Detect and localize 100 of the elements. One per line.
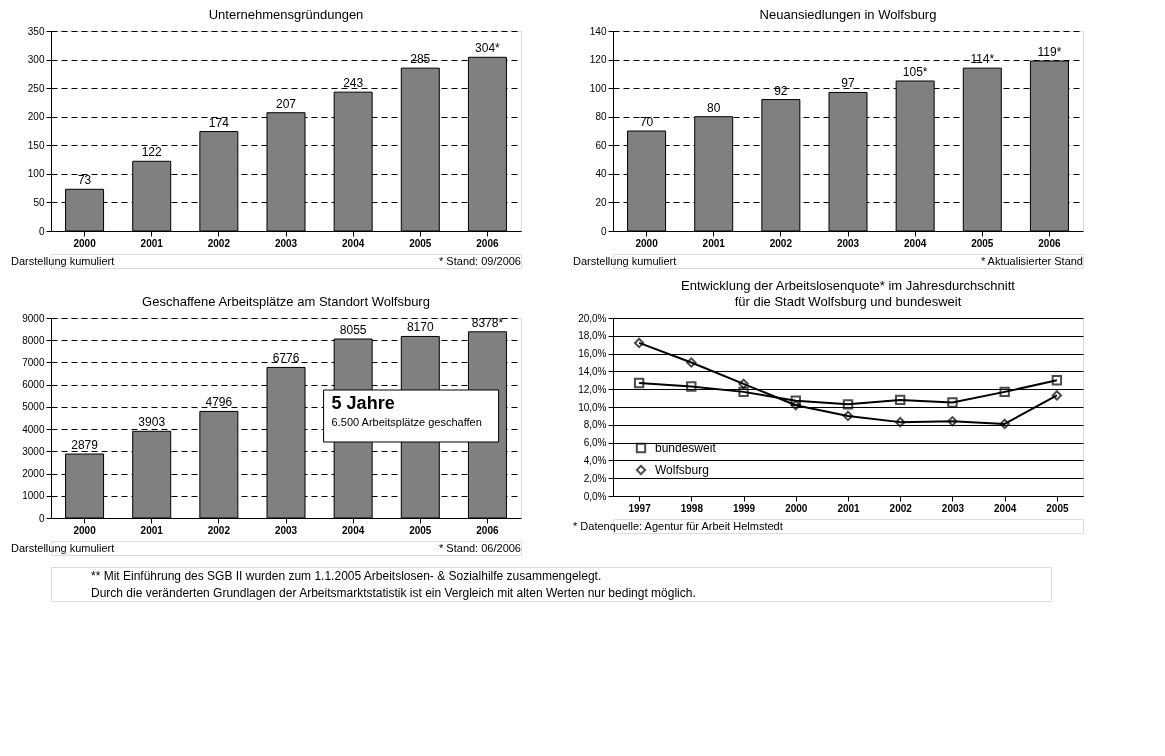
- y-tick-label: 20,0%: [578, 312, 607, 324]
- point: [633, 377, 645, 389]
- point: [738, 386, 749, 398]
- y-tick-label: 8000: [22, 334, 45, 346]
- x-tick-label: 2004: [904, 237, 927, 249]
- data-label: 285: [410, 52, 431, 67]
- data-label: 8055: [339, 323, 367, 337]
- y-tick-label: 0,0%: [583, 490, 607, 502]
- data-label: 97: [841, 76, 855, 91]
- x-tick-label: 2000: [73, 237, 97, 249]
- x-tick-label: 2001: [140, 524, 164, 536]
- x-tick-label: 1998: [680, 502, 704, 514]
- y-tick-label: 100: [589, 82, 607, 94]
- data-label: 73: [77, 173, 92, 188]
- x-tick-label: 2003: [274, 524, 298, 536]
- y-tick-label: 250: [27, 82, 45, 94]
- x-tick-label: 2006: [1038, 237, 1061, 249]
- text: Darstellung kumuliert: [11, 255, 115, 267]
- y-tick-label: 6000: [22, 379, 45, 391]
- y-tick-label: 2000: [22, 468, 45, 480]
- x-tick-label: 2003: [274, 237, 298, 249]
- x-tick-label: 2000: [635, 237, 659, 249]
- data-label: 6776: [272, 351, 300, 366]
- y-tick-label: 3000: [22, 445, 45, 457]
- x-tick-label: 2000: [73, 524, 97, 536]
- point: [895, 394, 906, 406]
- point: [999, 386, 1010, 398]
- data-label: 2879: [71, 438, 99, 453]
- point: [842, 410, 854, 422]
- y-tick-label: 350: [27, 25, 45, 37]
- point: [686, 357, 697, 368]
- x-tick-label: 2004: [994, 502, 1017, 514]
- chart-title: Neuansiedlungen in Wolfsburg: [759, 7, 937, 22]
- y-tick-label: 50: [33, 196, 45, 208]
- x-tick-label: 2002: [889, 502, 913, 514]
- y-tick-label: 2,0%: [583, 472, 607, 484]
- y-tick-label: 80: [595, 111, 607, 123]
- x-tick-label: 2003: [836, 237, 860, 249]
- point: [842, 399, 854, 410]
- x-tick-label: 2001: [140, 237, 164, 249]
- point: [1051, 390, 1063, 401]
- x-tick-label: 2004: [342, 237, 365, 249]
- x-tick-label: 2005: [409, 524, 432, 536]
- data-label: 119*: [1037, 45, 1062, 59]
- text: * Stand: 09/2006: [439, 255, 521, 267]
- y-tick-label: 300: [27, 54, 45, 66]
- data-label: 304*: [475, 41, 501, 56]
- y-tick-label: 9000: [22, 312, 45, 324]
- chart-title: Unternehmensgründungen: [208, 7, 364, 22]
- data-label: 174: [208, 115, 230, 130]
- data-label: 105*: [902, 65, 928, 79]
- x-tick-label: 2001: [837, 502, 861, 514]
- text: * Stand: 06/2006: [439, 542, 521, 554]
- y-tick-label: 4000: [22, 423, 45, 435]
- annotation: 6.500 Arbeitsplätze geschaffen: [331, 416, 482, 428]
- x-tick-label: 2005: [409, 237, 432, 249]
- y-tick-label: 150: [27, 139, 45, 151]
- y-tick-label: 200: [27, 111, 45, 123]
- text: Durch die veränderten Grundlagen der Arbeitsmarktstatistik ist ein Vergleich mit alten Werten nur bedingt möglich.: [91, 585, 696, 600]
- y-tick-label: 40: [595, 168, 607, 180]
- x-tick-label: 2003: [941, 502, 965, 514]
- data-label: 3903: [138, 415, 166, 430]
- y-tick-label: 140: [589, 25, 607, 37]
- y-tick-label: 4,0%: [583, 454, 607, 466]
- x-tick-label: 2005: [971, 237, 994, 249]
- y-tick-label: 18,0%: [578, 330, 607, 342]
- y-tick-label: 0: [38, 512, 45, 524]
- y-tick-label: 120: [589, 54, 607, 66]
- text: Darstellung kumuliert: [11, 542, 115, 554]
- text: * Datenquelle: Agentur für Arbeit Helmstedt: [573, 520, 783, 532]
- annotation: 5 Jahre: [331, 393, 395, 413]
- data-label: 4796: [205, 395, 233, 410]
- x-tick-label: 2002: [207, 524, 231, 536]
- x-tick-label: 2001: [702, 237, 726, 249]
- y-tick-label: 60: [595, 139, 607, 151]
- chart-title: Entwicklung der Arbeitslosenquote* im Jahresdurchschnitt: [681, 278, 1016, 293]
- x-tick-label: 2004: [342, 524, 365, 536]
- y-tick-label: 16,0%: [578, 348, 607, 360]
- point: [947, 416, 958, 427]
- point: [738, 378, 749, 390]
- y-tick-label: 8,0%: [583, 419, 607, 431]
- x-tick-label: 1997: [628, 502, 652, 514]
- x-tick-label: 2000: [785, 502, 808, 514]
- x-tick-label: 1999: [732, 502, 756, 514]
- x-tick-label: 2002: [207, 237, 231, 249]
- data-label: 243: [343, 76, 364, 91]
- text: ** Mit Einführung des SGB II wurden zum 1.1.2005 Arbeitslosen- & Sozialhilfe zusammengelegt.: [91, 568, 602, 583]
- x-tick-label: 2005: [1046, 502, 1069, 514]
- data-label: 207: [275, 96, 297, 111]
- x-tick-label: 2006: [476, 237, 499, 249]
- data-label: 80: [707, 100, 721, 115]
- x-tick-label: 2002: [769, 237, 793, 249]
- y-tick-label: 100: [27, 168, 45, 180]
- text: Darstellung kumuliert: [573, 255, 677, 267]
- point: [947, 397, 958, 408]
- y-tick-label: 10,0%: [578, 401, 607, 413]
- text: * Aktualisierter Stand: [980, 255, 1083, 267]
- y-tick-label: 5000: [22, 401, 45, 413]
- x-tick-label: 2006: [476, 524, 499, 536]
- y-tick-label: 1000: [22, 490, 45, 502]
